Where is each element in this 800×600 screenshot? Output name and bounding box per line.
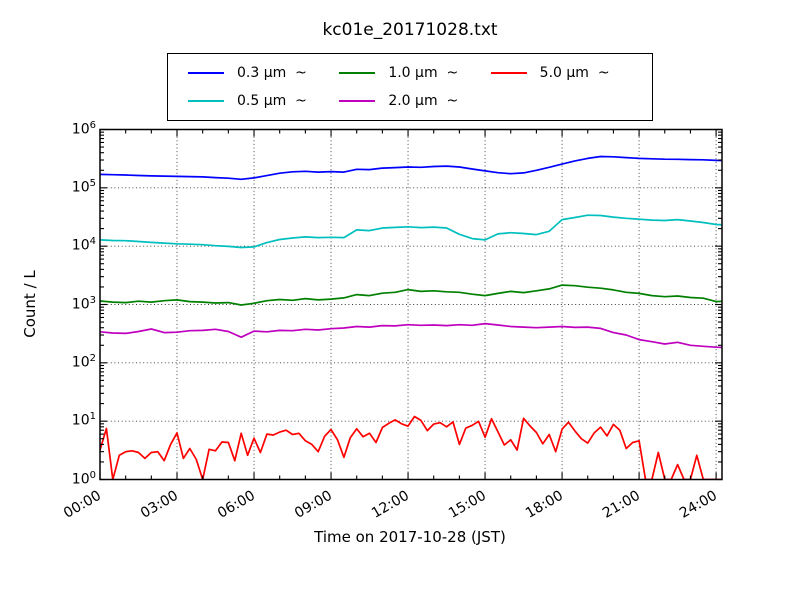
y-tick-label: 104 xyxy=(71,236,96,254)
series-lines xyxy=(100,155,722,480)
legend-label: 1.0 μm ~ xyxy=(388,65,459,81)
series-line-0.3um xyxy=(100,155,722,181)
y-tick-label: 106 xyxy=(71,119,96,138)
legend-item-1.0um: 1.0 μm ~ xyxy=(339,65,490,81)
grid xyxy=(99,129,722,480)
legend-line-sample xyxy=(490,72,527,74)
y-axis-label: Count / L xyxy=(21,270,39,338)
x-axis-label: Time on 2017-10-28 (JST) xyxy=(314,528,506,546)
legend-item-0.5um: 0.5 μm ~ xyxy=(188,93,339,109)
legend: 0.3 μm ~ 0.5 μm ~ 1.0 μm ~ 2.0 μm ~ 5.0 μm ~ xyxy=(167,53,653,121)
legend-label: 0.5 μm ~ xyxy=(237,93,307,109)
chart-title: kc01e_20171028.txt xyxy=(322,20,498,40)
legend-label: 0.3 μm ~ xyxy=(237,65,307,81)
series-line-5.0um xyxy=(100,415,722,480)
legend-item-5.0um: 5.0 μm ~ xyxy=(490,65,642,81)
series-line-2.0um xyxy=(100,322,722,349)
legend-line-sample xyxy=(339,72,376,74)
legend-label: 5.0 μm ~ xyxy=(539,65,610,81)
y-tick-label: 101 xyxy=(71,411,96,429)
y-tick-label: 105 xyxy=(71,177,96,196)
legend-label: 2.0 μm ~ xyxy=(388,93,459,109)
legend-item-2.0um: 2.0 μm ~ xyxy=(339,93,490,109)
legend-line-sample xyxy=(188,72,224,74)
legend-line-sample xyxy=(339,100,376,102)
y-tick-label: 100 xyxy=(71,469,96,488)
axes-frame xyxy=(99,128,723,481)
y-tick-label: 102 xyxy=(71,352,96,371)
y-tick-label: 103 xyxy=(71,294,96,313)
axis-ticks xyxy=(99,128,722,481)
legend-item-0.3um: 0.3 μm ~ xyxy=(188,65,339,81)
series-line-0.5um xyxy=(100,214,722,249)
legend-line-sample xyxy=(188,100,224,102)
series-line-1.0um xyxy=(100,284,722,306)
